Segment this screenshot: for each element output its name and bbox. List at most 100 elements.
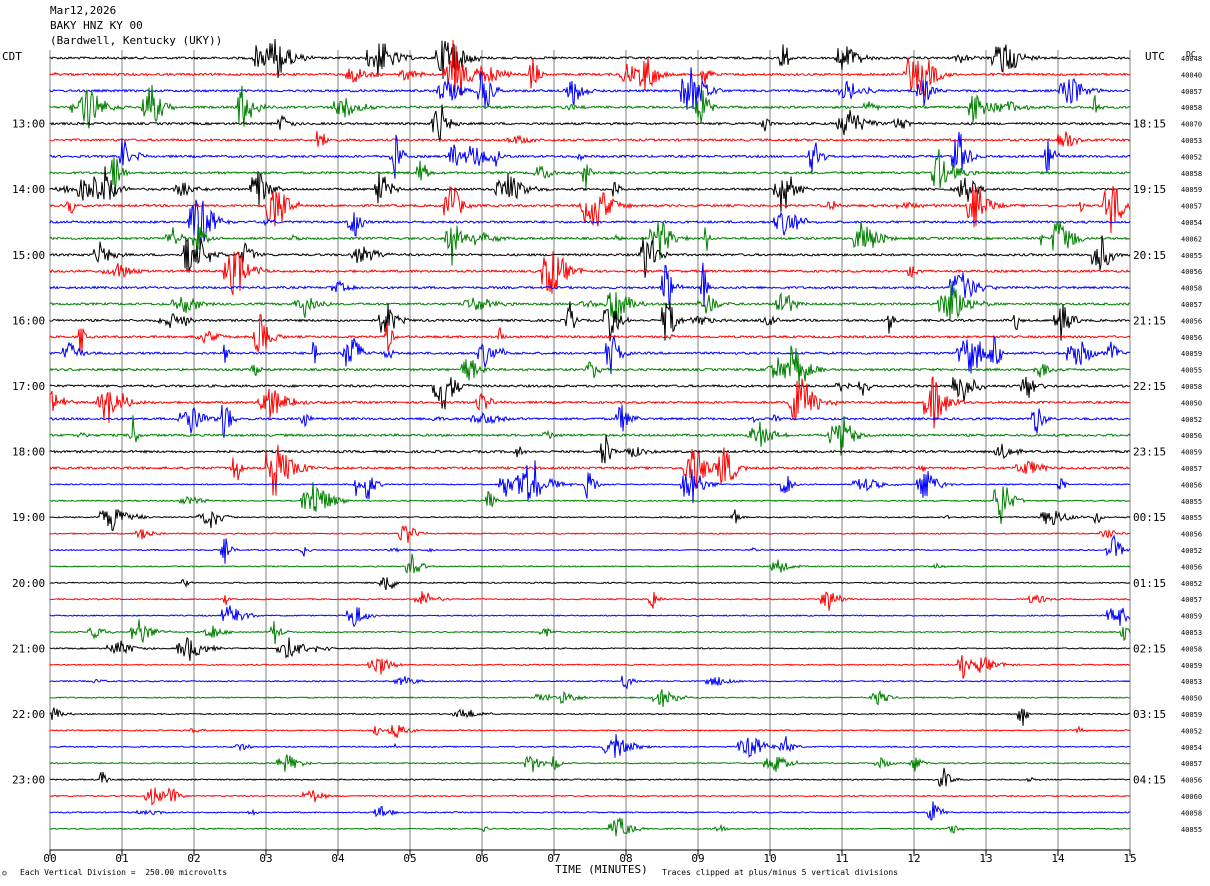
right-hour-label: 04:15: [1133, 774, 1166, 787]
right-hour-label: 00:15: [1133, 511, 1166, 524]
dc-offset-label: 40055: [1181, 826, 1202, 834]
dc-offset-label: 40055: [1181, 514, 1202, 522]
dc-offset-label: 40057: [1181, 203, 1202, 211]
seismic-trace: [49, 801, 1131, 821]
dc-offset-label: 40040: [1181, 71, 1202, 79]
dc-offset-label: 40056: [1181, 268, 1202, 276]
dc-label: DC: [1186, 50, 1196, 59]
x-tick-label: 05: [403, 852, 416, 865]
dc-offset-label: 40059: [1181, 186, 1202, 194]
seismic-trace: [49, 591, 1131, 611]
dc-offset-label: 40052: [1181, 547, 1202, 555]
dc-offset-label: 40055: [1181, 367, 1202, 375]
dc-offset-label: 40058: [1181, 645, 1202, 653]
x-tick-label: 09: [691, 852, 704, 865]
right-hour-label: 20:15: [1133, 249, 1166, 262]
scale-note: Each Vertical Division = 250.00 microvol…: [20, 868, 228, 877]
dc-offset-label: 40056: [1181, 481, 1202, 489]
dc-offset-label: 40060: [1181, 793, 1202, 801]
seismic-trace: [49, 301, 1131, 342]
seismic-trace: [49, 262, 1131, 307]
left-hour-label: 22:00: [12, 708, 45, 721]
seismic-trace: [49, 104, 1131, 142]
dc-offset-label: 40057: [1181, 88, 1202, 96]
seismic-trace: [49, 376, 1131, 410]
seismic-trace: [49, 314, 1131, 353]
left-hour-label: 14:00: [12, 183, 45, 196]
seismic-trace: [49, 636, 1130, 661]
left-hour-label: 20:00: [12, 577, 45, 590]
seismic-trace: [49, 38, 1131, 80]
x-tick-label: 13: [979, 852, 992, 865]
dc-offset-label: 40053: [1181, 629, 1202, 637]
left-hour-label: 17:00: [12, 380, 45, 393]
dc-offset-label: 40052: [1181, 727, 1202, 735]
dc-offset-label: 40062: [1181, 235, 1202, 243]
seismic-trace: [49, 131, 1131, 179]
right-hour-label: 03:15: [1133, 708, 1166, 721]
seismic-trace: [49, 130, 1131, 147]
seismic-trace: [49, 725, 1131, 738]
seismic-trace: [49, 534, 1131, 564]
left-hour-label: 13:00: [12, 118, 45, 131]
dc-offset-label: 40059: [1181, 662, 1202, 670]
seismic-trace: [49, 619, 1131, 645]
seismic-trace: [49, 199, 1131, 244]
right-hour-label: 22:15: [1133, 380, 1166, 393]
dc-offset-label: 40059: [1181, 350, 1202, 358]
dc-offset-label: 40055: [1181, 498, 1202, 506]
seismic-trace: [49, 577, 1131, 591]
right-timezone-label: UTC: [1145, 50, 1165, 63]
x-tick-label: 12: [907, 852, 920, 865]
seismic-trace: [49, 689, 1131, 708]
seismic-trace: [49, 220, 1131, 266]
dc-offset-label: 40058: [1181, 809, 1202, 817]
clip-note: Traces clipped at plus/minus 5 vertical …: [662, 868, 899, 877]
dc-offset-label: 40057: [1181, 465, 1202, 473]
x-tick-label: 11: [835, 852, 848, 865]
trace-layer: [49, 38, 1131, 837]
x-tick-label: 04: [331, 852, 345, 865]
x-tick-label: 03: [259, 852, 272, 865]
seismic-trace: [49, 675, 1131, 690]
left-hour-label: 19:00: [12, 511, 45, 524]
dc-offset-label: 40050: [1181, 399, 1202, 407]
dc-offset-label: 40059: [1181, 711, 1202, 719]
x-tick-label: 06: [475, 852, 488, 865]
seismic-trace: [49, 444, 1131, 496]
right-hour-label: 23:15: [1133, 446, 1166, 459]
seismic-trace: [49, 251, 1131, 295]
left-timezone-label: CDT: [2, 50, 22, 63]
seismic-trace: [49, 235, 1131, 278]
seismic-trace: [49, 345, 1131, 386]
right-hour-label: 19:15: [1133, 183, 1166, 196]
seismic-trace: [49, 404, 1131, 438]
right-hour-label: 02:15: [1133, 642, 1166, 655]
dc-offset-label: 40056: [1181, 777, 1202, 785]
seismic-trace: [49, 707, 1130, 726]
dc-offset-label: 40054: [1181, 744, 1202, 752]
dc-offset-label: 40059: [1181, 449, 1202, 457]
dc-offset-label: 40056: [1181, 317, 1202, 325]
x-tick-label: 02: [187, 852, 200, 865]
dc-offset-label: 40055: [1181, 252, 1202, 260]
x-tick-label: 15: [1123, 852, 1136, 865]
dc-offset-label: 40058: [1181, 285, 1202, 293]
dc-offset-label: 40056: [1181, 531, 1202, 539]
right-hour-label: 01:15: [1133, 577, 1166, 590]
dc-offset-label: 40050: [1181, 695, 1202, 703]
seismic-trace: [49, 84, 1131, 129]
seismic-trace: [49, 376, 1131, 429]
header-location: (Bardwell, Kentucky (UKY)): [50, 34, 223, 47]
dc-offset-label: 40056: [1181, 432, 1202, 440]
left-hour-label: 21:00: [12, 642, 45, 655]
dc-offset-label: 40056: [1181, 563, 1202, 571]
x-tick-label: 07: [547, 852, 560, 865]
seismic-trace: [49, 553, 1131, 574]
seismic-trace: [49, 605, 1131, 628]
dc-offset-label: 40059: [1181, 613, 1202, 621]
dc-offset-label: 40054: [1181, 219, 1202, 227]
x-tick-label: 08: [619, 852, 632, 865]
seismic-trace: [49, 482, 1131, 524]
